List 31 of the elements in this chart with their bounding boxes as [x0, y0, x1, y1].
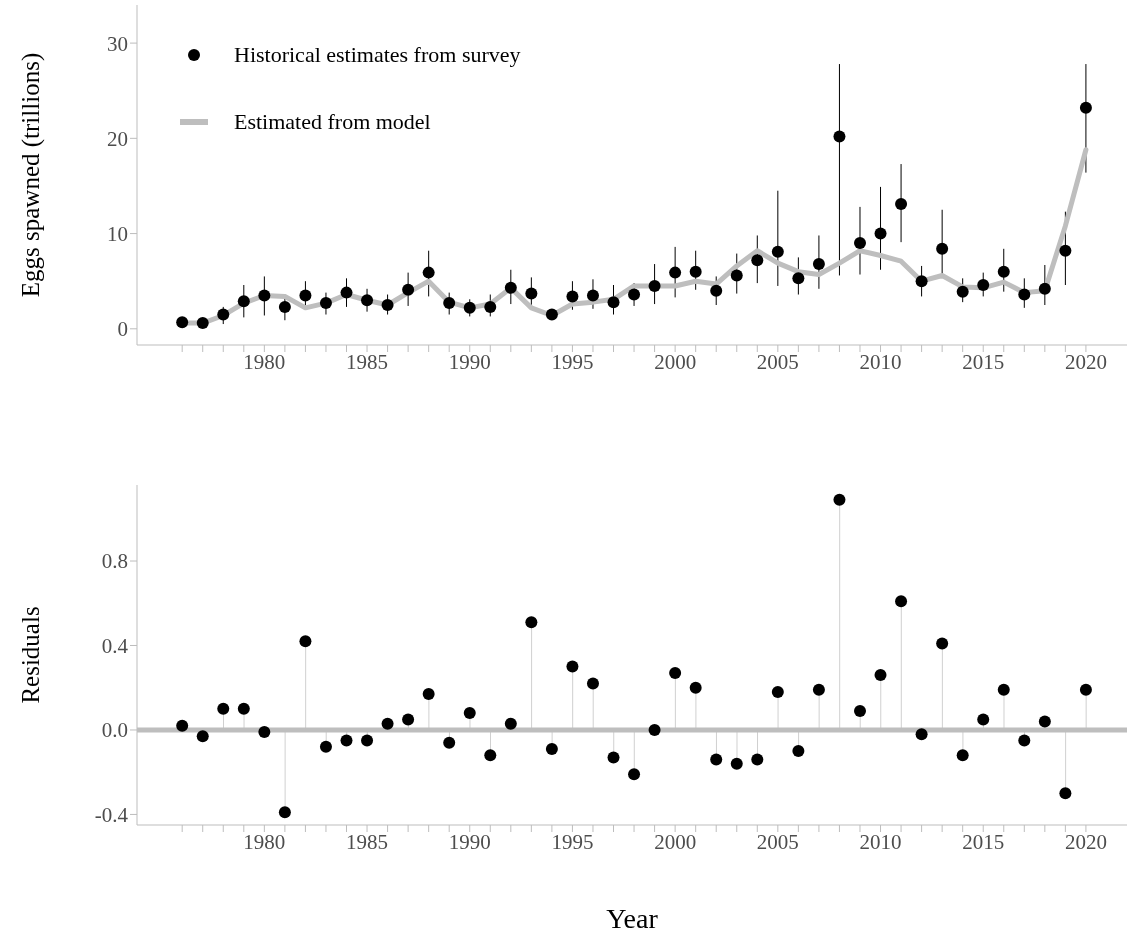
y-tick-label: -0.4 [94, 802, 129, 827]
x-tick-label: 1990 [448, 829, 491, 854]
y-tick-label: 20 [107, 126, 128, 151]
x-tick-label: 1985 [346, 829, 389, 854]
x-tick-label: 2020 [1064, 349, 1107, 374]
y-axis-title: Eggs spawned (trillions) [16, 52, 45, 298]
legend-label: Historical estimates from survey [234, 42, 521, 68]
x-tick-label: 2010 [859, 349, 902, 374]
x-tick-label: 1980 [243, 349, 286, 374]
x-tick-label: 1995 [551, 349, 594, 374]
x-tick-label: 2010 [859, 829, 902, 854]
y-tick-label: 0 [117, 317, 128, 342]
x-tick-label: 2005 [756, 349, 799, 374]
x-tick-label: 1985 [346, 349, 389, 374]
x-tick-label: 2005 [756, 829, 799, 854]
x-tick-label: 1980 [243, 829, 286, 854]
y-axis-title: Residuals [16, 606, 44, 704]
y-tick-label: 0.8 [101, 549, 128, 574]
x-tick-label: 1990 [448, 349, 491, 374]
x-tick-label: 2000 [654, 349, 697, 374]
y-tick-label: 0.4 [101, 633, 129, 658]
x-tick-label: 1995 [551, 829, 594, 854]
legend-label: Estimated from model [234, 109, 431, 135]
x-axis-title: Year [606, 903, 659, 934]
x-tick-label: 2015 [962, 829, 1005, 854]
x-tick-label: 2000 [654, 829, 697, 854]
y-tick-label: 0.0 [101, 718, 128, 743]
x-tick-label: 2020 [1064, 829, 1107, 854]
y-tick-label: 10 [107, 222, 128, 247]
y-tick-label: 30 [107, 31, 128, 56]
x-tick-label: 2015 [962, 349, 1005, 374]
